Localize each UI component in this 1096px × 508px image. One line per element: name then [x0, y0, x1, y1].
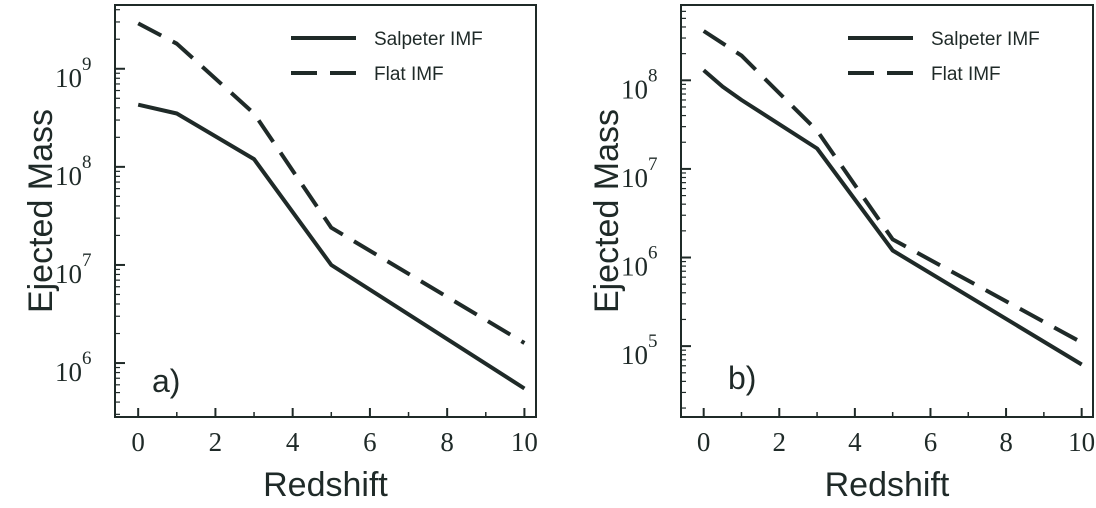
panel-label: b): [728, 360, 756, 396]
y-tick-label: 106: [55, 348, 92, 387]
y-tick-base: 10: [55, 357, 82, 387]
y-tick-exponent: 6: [82, 348, 92, 369]
x-tick-label: 10: [1068, 427, 1095, 457]
y-tick-exponent: 8: [82, 152, 92, 173]
y-tick-exponent: 9: [82, 54, 92, 75]
y-axis-title: Ejected Mass: [588, 109, 626, 313]
y-tick-label: 106: [621, 243, 658, 282]
x-tick-label: 0: [697, 427, 711, 457]
y-tick-label: 107: [55, 250, 92, 289]
x-axis-title: Redshift: [825, 466, 950, 504]
x-tick-label: 8: [999, 427, 1013, 457]
legend-label: Salpeter IMF: [374, 29, 483, 50]
y-axis-title: Ejected Mass: [22, 109, 60, 313]
y-tick-base: 10: [621, 163, 648, 193]
y-tick-base: 10: [621, 252, 648, 282]
x-tick-label: 8: [440, 427, 454, 457]
series-line-flat-imf: [702, 29, 1083, 345]
y-tick-exponent: 7: [648, 154, 658, 175]
panel-label: a): [152, 363, 180, 399]
y-tick-base: 10: [55, 161, 82, 191]
y-tick-label: 108: [55, 152, 92, 191]
x-tick-label: 6: [924, 427, 938, 457]
x-tick-label: 2: [773, 427, 787, 457]
series-line-flat-imf: [137, 21, 526, 345]
x-tick-label: 4: [848, 427, 862, 457]
y-tick-base: 10: [55, 63, 82, 93]
y-tick-label: 105: [621, 331, 658, 370]
y-tick-label: 109: [55, 54, 92, 93]
plot-frame: [114, 4, 537, 418]
x-tick-label: 4: [286, 427, 300, 457]
legend-label: Flat IMF: [931, 64, 1001, 85]
y-tick-base: 10: [621, 340, 648, 370]
x-tick-label: 0: [131, 427, 145, 457]
legend-label: Flat IMF: [374, 64, 444, 85]
x-axis-title: Redshift: [263, 466, 388, 504]
y-tick-exponent: 6: [648, 243, 658, 264]
y-tick-exponent: 5: [648, 331, 658, 352]
x-tick-label: 10: [511, 427, 538, 457]
series-line-salpeter-imf: [702, 68, 1083, 367]
y-tick-label: 107: [621, 154, 658, 193]
x-tick-label: 6: [363, 427, 377, 457]
y-tick-exponent: 8: [648, 65, 658, 86]
legend-label: Salpeter IMF: [931, 29, 1040, 50]
y-tick-label: 108: [621, 65, 658, 104]
series-line-salpeter-imf: [137, 102, 526, 391]
x-tick-label: 2: [209, 427, 223, 457]
y-tick-base: 10: [55, 259, 82, 289]
plot-frame: [680, 4, 1094, 418]
y-tick-exponent: 7: [82, 250, 92, 271]
y-tick-base: 10: [621, 74, 648, 104]
